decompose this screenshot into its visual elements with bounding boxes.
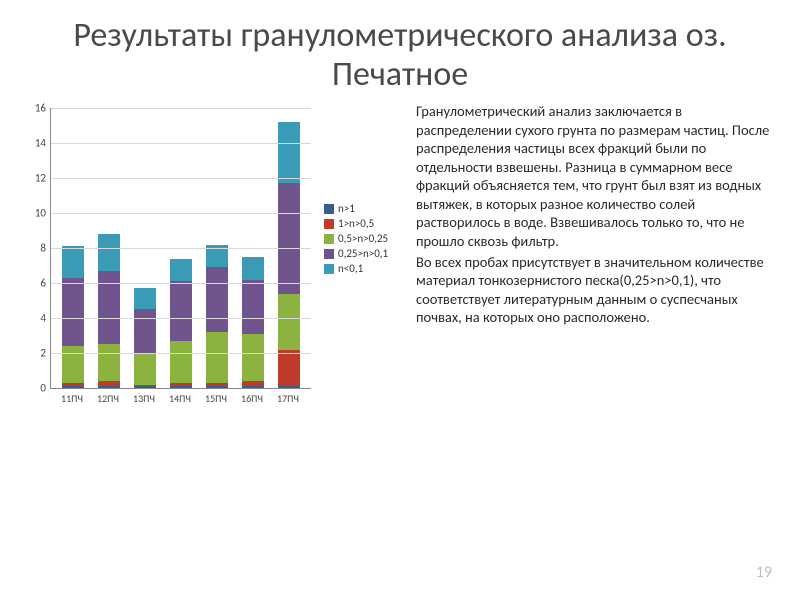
segment [170,386,192,388]
x-label: 11ПЧ [61,392,83,405]
legend-label: 0,25>n>0,1 [338,247,388,260]
segment [134,288,156,309]
bar-14ПЧ [170,259,192,389]
x-label: 15ПЧ [205,392,227,405]
page-title: Результаты гранулометрического анализа о… [0,0,800,102]
segment [278,386,300,388]
x-label: 14ПЧ [169,392,191,405]
x-label: 17ПЧ [277,392,299,405]
y-tick: 4 [20,312,46,325]
legend-swatch [324,264,334,274]
y-tick: 2 [20,347,46,360]
bar-16ПЧ [242,257,264,388]
segment [62,346,84,383]
x-label: 12ПЧ [97,392,119,405]
legend-swatch [324,249,334,259]
segment [98,234,120,271]
y-tick: 6 [20,277,46,290]
segment [278,350,300,387]
x-label: 13ПЧ [133,392,155,405]
legend-item: 1>n>0,5 [324,217,388,230]
segment [206,386,228,388]
segment [242,334,264,381]
chart-legend: n>1 1>n>0,5 0,5>n>0,25 0,25>n>0,1 n<0,1 [324,202,388,277]
legend-swatch [324,234,334,244]
segment [62,246,84,278]
segment [134,386,156,388]
segment [278,183,300,293]
segment [170,281,192,341]
segment [98,386,120,388]
y-tick: 8 [20,242,46,255]
segment [170,259,192,282]
legend-swatch [324,219,334,229]
segment [206,332,228,383]
segment [98,271,120,345]
paragraph-2: Во всех пробах присутствует в значительн… [416,253,774,327]
segment [134,353,156,385]
segment [242,257,264,280]
legend-label: 0,5>n>0,25 [338,232,388,245]
legend-label: n<0,1 [338,262,363,275]
segment [62,386,84,388]
legend-label: n>1 [338,202,355,215]
segment [242,280,264,334]
granulometry-chart: 0 2 4 6 8 10 12 14 16 11ПЧ 12ПЧ 13ПЧ 14ПЧ 15ПЧ 16ПЧ 17… [20,102,320,412]
segment [170,341,192,383]
y-tick: 10 [20,207,46,220]
bar-12ПЧ [98,234,120,388]
bar-17ПЧ [278,122,300,388]
legend-item: n>1 [324,202,388,215]
x-label: 16ПЧ [241,392,263,405]
segment [278,294,300,350]
bar-15ПЧ [206,245,228,389]
bar-13ПЧ [134,288,156,388]
legend-swatch [324,204,334,214]
legend-item: 0,25>n>0,1 [324,247,388,260]
segment [278,122,300,183]
legend-item: 0,5>n>0,25 [324,232,388,245]
legend-item: n<0,1 [324,262,388,275]
paragraph-1: Гранулометрический анализ заключается в … [416,102,774,250]
segment [62,278,84,346]
segment [206,267,228,332]
segment [134,309,156,353]
y-tick: 12 [20,172,46,185]
y-tick: 0 [20,382,46,395]
description-text: Гранулометрический анализ заключается в … [416,102,780,412]
page-number: 19 [756,563,772,582]
legend-label: 1>n>0,5 [338,217,374,230]
segment [242,386,264,388]
y-tick: 14 [20,137,46,150]
y-tick: 16 [20,102,46,115]
segment [98,344,120,381]
